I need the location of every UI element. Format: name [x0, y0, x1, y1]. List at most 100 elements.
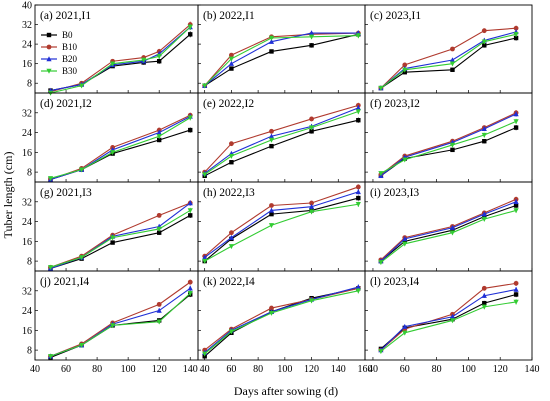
- data-point: [110, 150, 116, 156]
- series-b30: [47, 207, 193, 271]
- x-tick-label: 140: [183, 364, 198, 375]
- data-point: [355, 184, 361, 190]
- data-point: [309, 200, 314, 206]
- panel-title: (a) 2021,I1: [40, 10, 91, 22]
- series-b30: [378, 299, 519, 355]
- x-tick-label: 40: [368, 364, 378, 375]
- panel-l: 40 60 80 100 120 140 (l) 2023,I4: [364, 270, 540, 375]
- data-point: [513, 35, 519, 41]
- data-point: [228, 329, 234, 335]
- data-point: [449, 318, 456, 324]
- data-point: [268, 133, 275, 139]
- data-point: [449, 313, 456, 319]
- data-point: [481, 39, 487, 45]
- panel-title: (c) 2023,I1: [370, 10, 421, 22]
- data-point: [228, 234, 234, 240]
- data-point: [309, 116, 314, 122]
- data-point: [449, 224, 456, 230]
- x-tick-label: 140: [331, 364, 346, 375]
- series-b30: [378, 31, 519, 91]
- data-point: [269, 211, 274, 217]
- panel-e: (e) 2022,I2: [197, 92, 366, 183]
- panel-title: (d) 2021,I2: [40, 98, 92, 110]
- data-point: [269, 128, 274, 134]
- data-point: [47, 176, 54, 182]
- data-point: [187, 285, 193, 291]
- data-point: [269, 203, 274, 208]
- data-point: [355, 288, 361, 294]
- data-point: [513, 208, 519, 214]
- panel-grid: 8 16 24 32 40 (a) 2021,I1 B0 B10 B20 B30 (b) 2022,…: [22, 1, 540, 376]
- panel-b: (b) 2022,I1: [197, 4, 366, 94]
- legend-label: B10: [62, 42, 78, 52]
- data-point: [356, 117, 361, 123]
- panel-f: (f) 2023,I2: [364, 92, 533, 183]
- x-tick-label: 40: [200, 364, 210, 375]
- data-point: [202, 172, 208, 178]
- data-point: [156, 137, 162, 143]
- series-line: [50, 115, 191, 181]
- series-b0: [202, 285, 361, 359]
- series-b20: [202, 189, 361, 260]
- series-b30: [202, 108, 361, 178]
- data-point: [202, 83, 208, 89]
- data-point: [513, 119, 519, 125]
- data-point: [449, 230, 456, 236]
- x-tick-label: 100: [461, 364, 476, 375]
- data-point: [268, 223, 275, 229]
- series-line: [204, 111, 359, 176]
- x-tick-label: 80: [92, 364, 102, 375]
- series-b30: [202, 288, 361, 357]
- data-point: [482, 214, 487, 219]
- y-tick-label: 8: [27, 346, 32, 357]
- panel-h: (h) 2022,I3: [197, 181, 366, 272]
- data-point: [482, 300, 487, 306]
- data-point: [308, 34, 315, 40]
- series-line: [380, 198, 517, 261]
- data-point: [355, 202, 361, 208]
- data-point: [229, 230, 234, 236]
- series-line: [204, 287, 359, 351]
- panel-i: (i) 2023,I3: [364, 181, 533, 272]
- series-line: [204, 287, 359, 357]
- panel-g: 8 16 24 32 (g) 2021,I3: [22, 181, 199, 272]
- series-line: [380, 120, 517, 174]
- data-point: [481, 28, 487, 34]
- data-point: [513, 280, 519, 286]
- data-point: [513, 32, 519, 38]
- data-point: [202, 254, 208, 260]
- data-point: [229, 160, 234, 165]
- series-line: [380, 37, 517, 89]
- data-point: [228, 153, 234, 159]
- x-tick-label: 100: [121, 364, 136, 375]
- data-point: [156, 59, 162, 64]
- data-point: [187, 208, 193, 214]
- data-point: [449, 61, 456, 67]
- data-point: [156, 230, 162, 235]
- y-tick-label: 24: [22, 128, 32, 139]
- data-point: [141, 57, 147, 63]
- data-point: [269, 305, 274, 311]
- data-point: [78, 167, 85, 173]
- data-point: [450, 228, 455, 233]
- panel-title: (b) 2022,I1: [203, 10, 255, 22]
- series-b30: [202, 201, 361, 264]
- data-point: [187, 115, 193, 121]
- y-tick-label: 16: [22, 326, 32, 337]
- series-line: [380, 127, 517, 177]
- panel-k: 40 60 80 100 120 140 160 (k) 2022,I4: [197, 270, 373, 375]
- data-point: [156, 226, 162, 232]
- y-axis-title: Tuber length (cm): [1, 152, 15, 239]
- data-point: [188, 127, 193, 133]
- series-line: [204, 286, 359, 354]
- x-tick-label: 140: [525, 364, 540, 375]
- panel-j: 8 16 24 32 40 60 80 100 120 140 (j) 2021,I4: [22, 270, 199, 375]
- x-tick-label: 60: [61, 364, 71, 375]
- data-point: [355, 189, 361, 195]
- data-point: [513, 198, 519, 204]
- data-point: [402, 157, 408, 163]
- series-b30: [47, 290, 193, 360]
- data-point: [402, 239, 407, 244]
- x-tick-label: 160: [358, 364, 373, 375]
- series-b30: [378, 207, 519, 266]
